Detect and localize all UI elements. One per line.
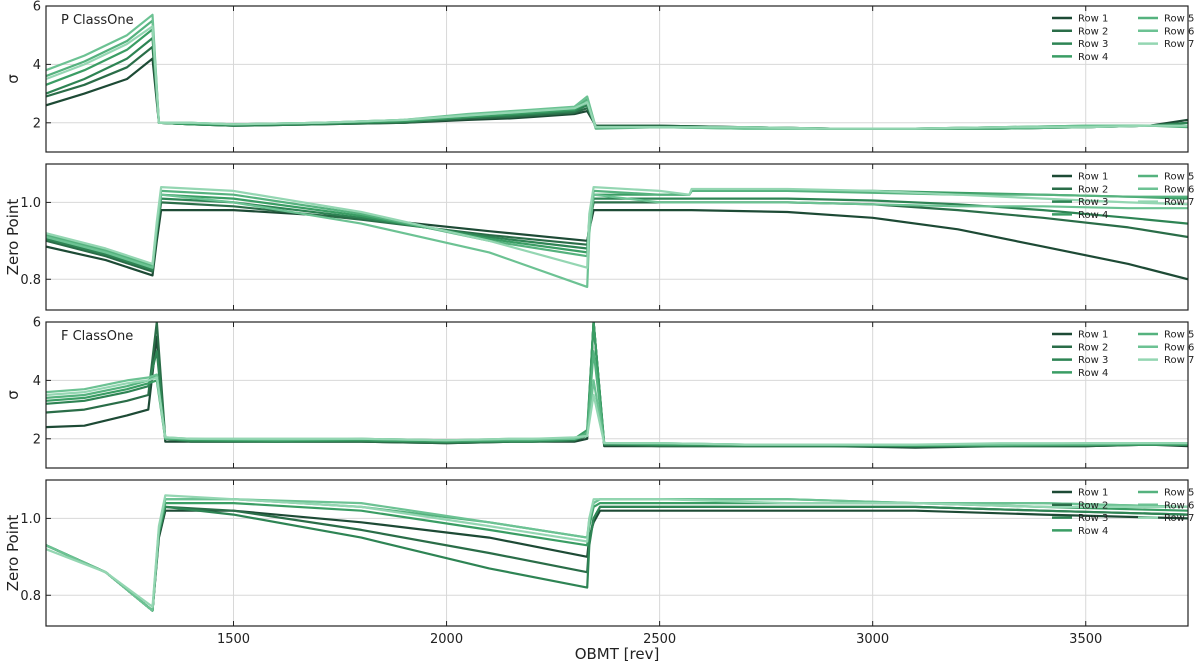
x-tick-label: 2500	[643, 632, 676, 647]
y-tick-label: 6	[33, 316, 41, 331]
legend-label-2: Row 2	[1078, 500, 1108, 511]
series-line-6	[46, 498, 1188, 612]
legend-label-3: Row 3	[1078, 513, 1108, 524]
series-line-4	[46, 322, 1188, 448]
series-line-6	[46, 373, 1188, 446]
legend-label-4: Row 4	[1078, 526, 1108, 537]
legend-label-5: Row 5	[1164, 172, 1194, 183]
series-group	[46, 322, 1188, 449]
x-tick-label: 3500	[1069, 632, 1102, 647]
series-line-1	[46, 209, 1188, 281]
legend-label-6: Row 6	[1164, 500, 1194, 511]
y-tick-label: 2	[33, 116, 41, 131]
x-tick-label: 3000	[856, 632, 889, 647]
legend-label-1: Row 1	[1078, 330, 1108, 341]
legend-label-1: Row 1	[1078, 488, 1108, 499]
legend-label-5: Row 5	[1164, 330, 1194, 341]
series-line-2	[46, 45, 1188, 130]
legend-label-6: Row 6	[1164, 342, 1194, 353]
series-line-2	[46, 201, 1188, 273]
series-group	[46, 13, 1188, 130]
series-group	[46, 186, 1188, 288]
series-line-5	[46, 498, 1188, 612]
legend-label-1: Row 1	[1078, 172, 1108, 183]
series-line-3	[46, 322, 1188, 448]
x-tick-label: 1500	[217, 632, 250, 647]
series-line-7	[46, 25, 1188, 130]
series-line-5	[46, 350, 1188, 446]
series-line-1	[46, 57, 1188, 130]
legend-label-4: Row 4	[1078, 210, 1108, 221]
y-axis-label: Zero Point	[4, 199, 22, 276]
panel-title: P ClassOne	[61, 13, 134, 28]
legend-label-4: Row 4	[1078, 368, 1108, 379]
y-axis-label: Zero Point	[4, 515, 22, 592]
legend-label-3: Row 3	[1078, 197, 1108, 208]
axes-frame	[45, 5, 1189, 153]
series-line-6	[46, 13, 1188, 130]
legend-label-2: Row 2	[1078, 184, 1108, 195]
y-tick-label: 4	[33, 58, 41, 73]
y-axis-label: σ	[4, 74, 22, 84]
y-tick-label: 1.0	[20, 512, 41, 527]
legend-label-7: Row 7	[1164, 39, 1194, 50]
panel-title: F ClassOne	[61, 329, 133, 344]
series-line-7	[46, 494, 1188, 608]
x-tick-label: 2000	[430, 632, 463, 647]
axes-frame	[45, 163, 1189, 311]
series-line-5	[46, 19, 1188, 130]
legend-label-2: Row 2	[1078, 26, 1108, 37]
y-tick-label: 0.8	[20, 589, 41, 604]
legend-label-6: Row 6	[1164, 26, 1194, 37]
series-group	[46, 494, 1188, 612]
series-line-4	[46, 28, 1188, 130]
y-axis-label: σ	[4, 390, 22, 400]
y-tick-label: 2	[33, 432, 41, 447]
series-line-1	[46, 322, 1188, 449]
legend-label-5: Row 5	[1164, 14, 1194, 25]
series-line-2	[46, 322, 1188, 448]
legend-label-1: Row 1	[1078, 14, 1108, 25]
legend-label-7: Row 7	[1164, 355, 1194, 366]
axes-frame	[45, 321, 1189, 469]
legend-label-6: Row 6	[1164, 184, 1194, 195]
series-line-7	[46, 186, 1188, 269]
axes-frame	[45, 479, 1189, 627]
legend-label-2: Row 2	[1078, 342, 1108, 353]
legend-label-3: Row 3	[1078, 355, 1108, 366]
legend-label-5: Row 5	[1164, 488, 1194, 499]
series-line-4	[46, 502, 1188, 612]
legend-label-7: Row 7	[1164, 197, 1194, 208]
x-axis-label: OBMT [rev]	[575, 645, 660, 663]
y-tick-label: 0.8	[20, 273, 41, 288]
series-line-3	[46, 36, 1188, 130]
series-line-7	[46, 376, 1188, 446]
y-tick-label: 6	[33, 0, 41, 15]
legend-label-3: Row 3	[1078, 39, 1108, 50]
legend-label-4: Row 4	[1078, 52, 1108, 63]
y-tick-label: 1.0	[20, 196, 41, 211]
y-tick-label: 4	[33, 374, 41, 389]
legend-label-7: Row 7	[1164, 513, 1194, 524]
